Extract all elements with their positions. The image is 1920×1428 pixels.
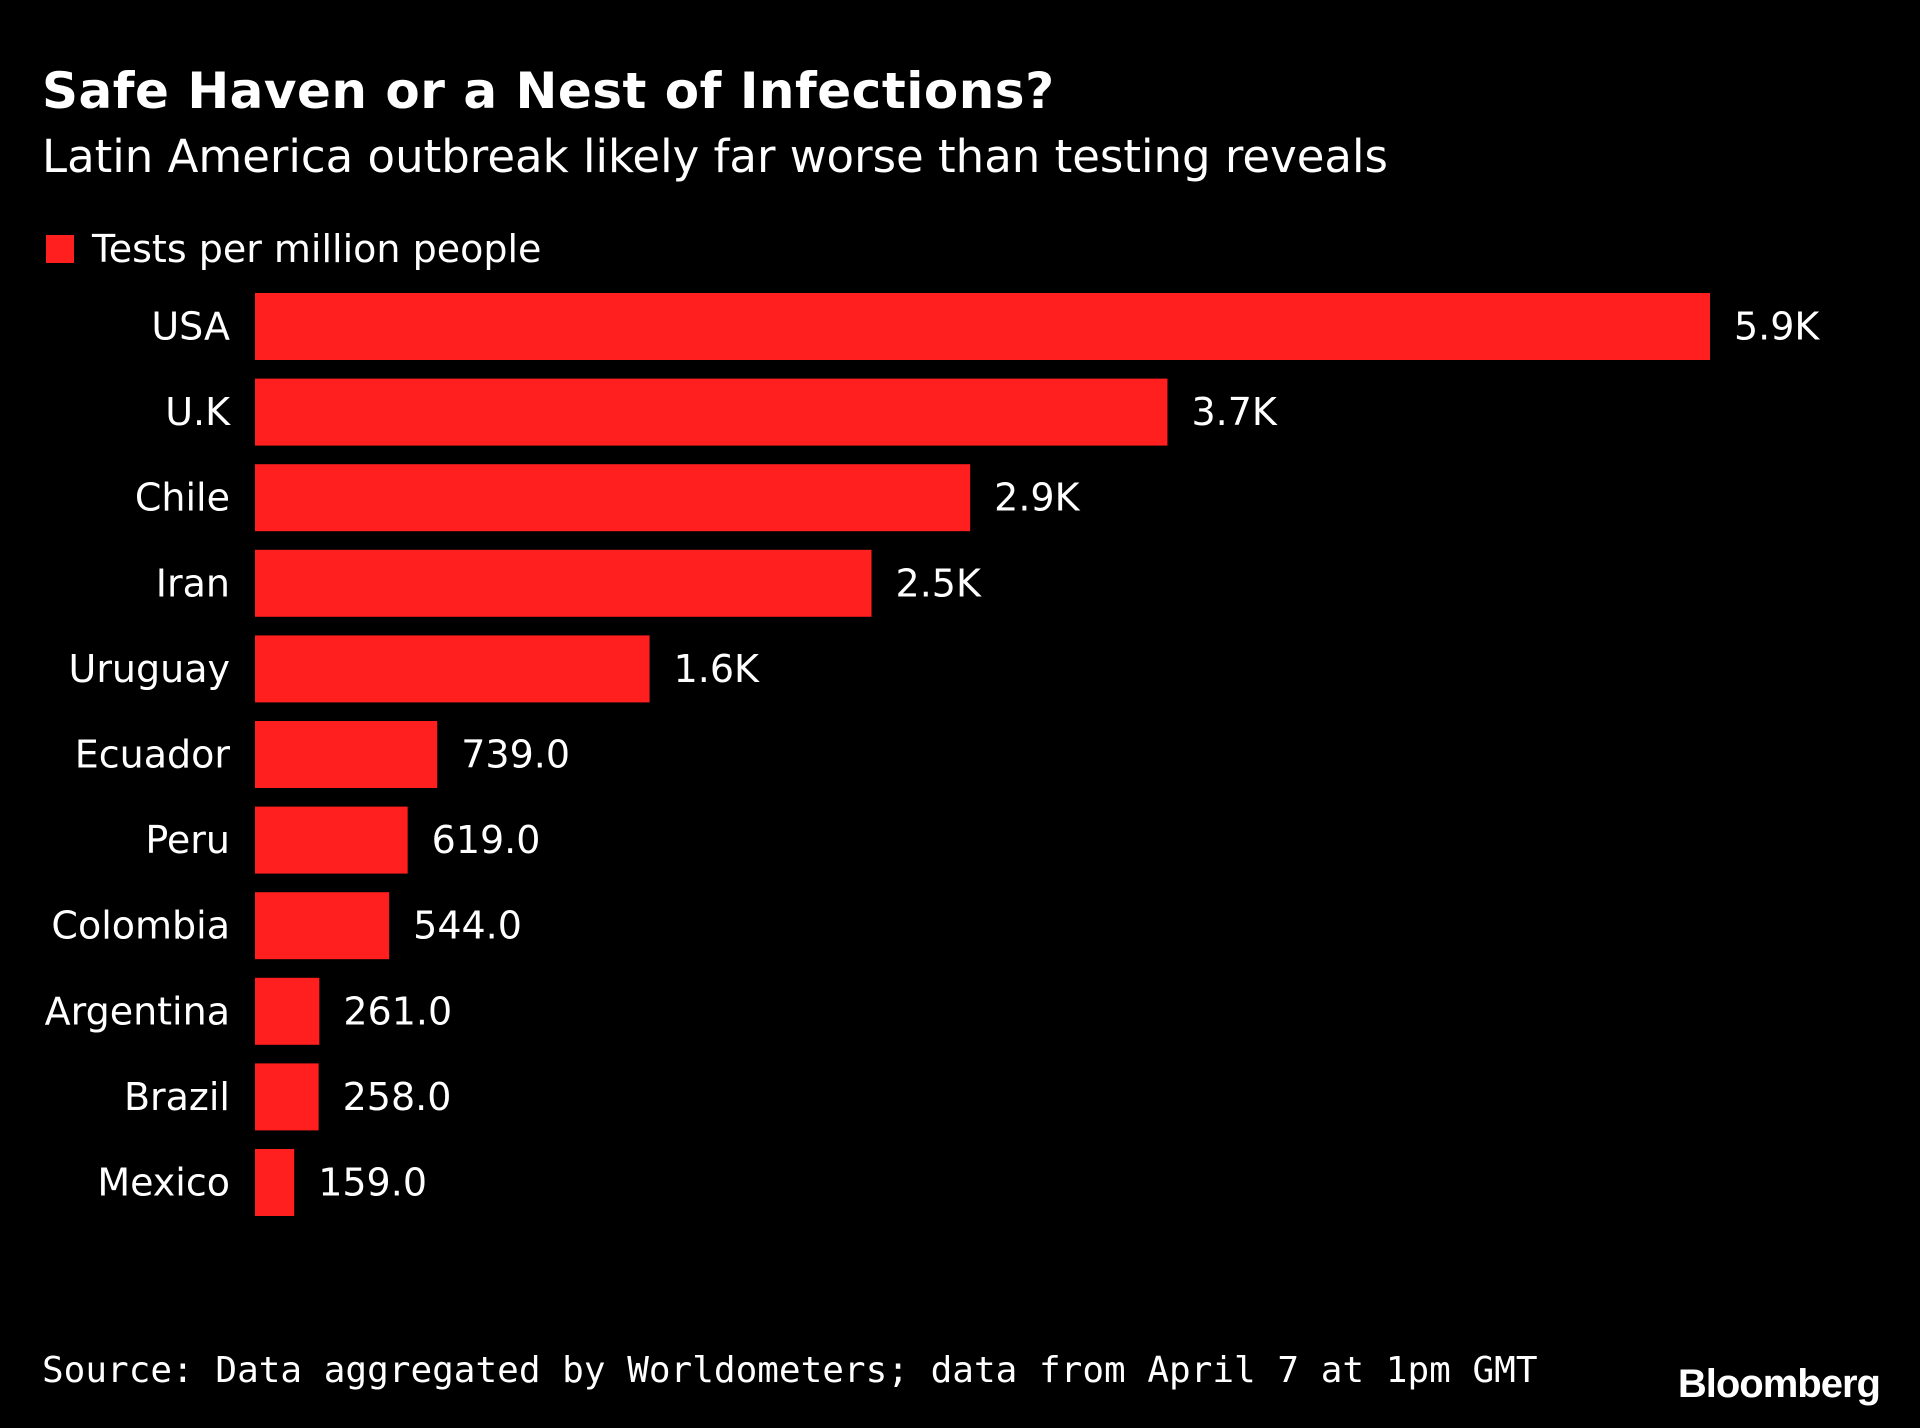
bar bbox=[255, 464, 971, 532]
category-label: Peru bbox=[145, 818, 230, 862]
category-label: Brazil bbox=[124, 1075, 230, 1119]
bar bbox=[255, 378, 1168, 446]
data-label: 619.0 bbox=[432, 818, 541, 862]
data-label: 739.0 bbox=[461, 733, 570, 777]
chart-title: Safe Haven or a Nest of Infections? bbox=[42, 62, 1055, 120]
legend-swatch bbox=[46, 235, 74, 263]
data-label: 5.9K bbox=[1734, 305, 1820, 349]
bar bbox=[255, 549, 872, 617]
legend: Tests per million people bbox=[46, 226, 541, 272]
category-label: Chile bbox=[135, 476, 230, 520]
category-label: Iran bbox=[156, 561, 230, 605]
category-label: U.K bbox=[165, 390, 231, 434]
category-label: Mexico bbox=[97, 1161, 230, 1205]
bar bbox=[255, 635, 650, 703]
bar bbox=[255, 892, 390, 960]
data-label: 159.0 bbox=[318, 1161, 427, 1205]
bar bbox=[255, 721, 438, 788]
data-label: 2.5K bbox=[896, 561, 982, 605]
category-label: Argentina bbox=[45, 989, 230, 1033]
bar bbox=[255, 293, 1710, 360]
bar bbox=[255, 1063, 319, 1131]
data-label: 2.9K bbox=[994, 476, 1080, 520]
data-label: 261.0 bbox=[343, 989, 452, 1033]
category-label: USA bbox=[151, 305, 230, 349]
data-label: 258.0 bbox=[343, 1075, 452, 1119]
source-note: Source: Data aggregated by Worldometers;… bbox=[42, 1350, 1538, 1391]
category-label: Uruguay bbox=[69, 647, 231, 691]
data-label: 3.7K bbox=[1191, 390, 1277, 434]
category-label: Ecuador bbox=[75, 733, 231, 777]
bar bbox=[255, 806, 408, 874]
bloomberg-logo: Bloomberg bbox=[1677, 1362, 1881, 1406]
data-label: 1.6K bbox=[674, 647, 760, 691]
category-label: Colombia bbox=[51, 904, 230, 948]
data-label: 544.0 bbox=[413, 904, 522, 948]
legend-label: Tests per million people bbox=[92, 227, 542, 271]
bar-chart: USA 5.9K U.K 3.7K Chile 2.9K Iran 2.5K Uruguay 1.… bbox=[45, 293, 1820, 1216]
bar bbox=[255, 1149, 295, 1216]
bar bbox=[255, 977, 320, 1045]
chart-subtitle: Latin America outbreak likely far worse … bbox=[42, 130, 1388, 183]
